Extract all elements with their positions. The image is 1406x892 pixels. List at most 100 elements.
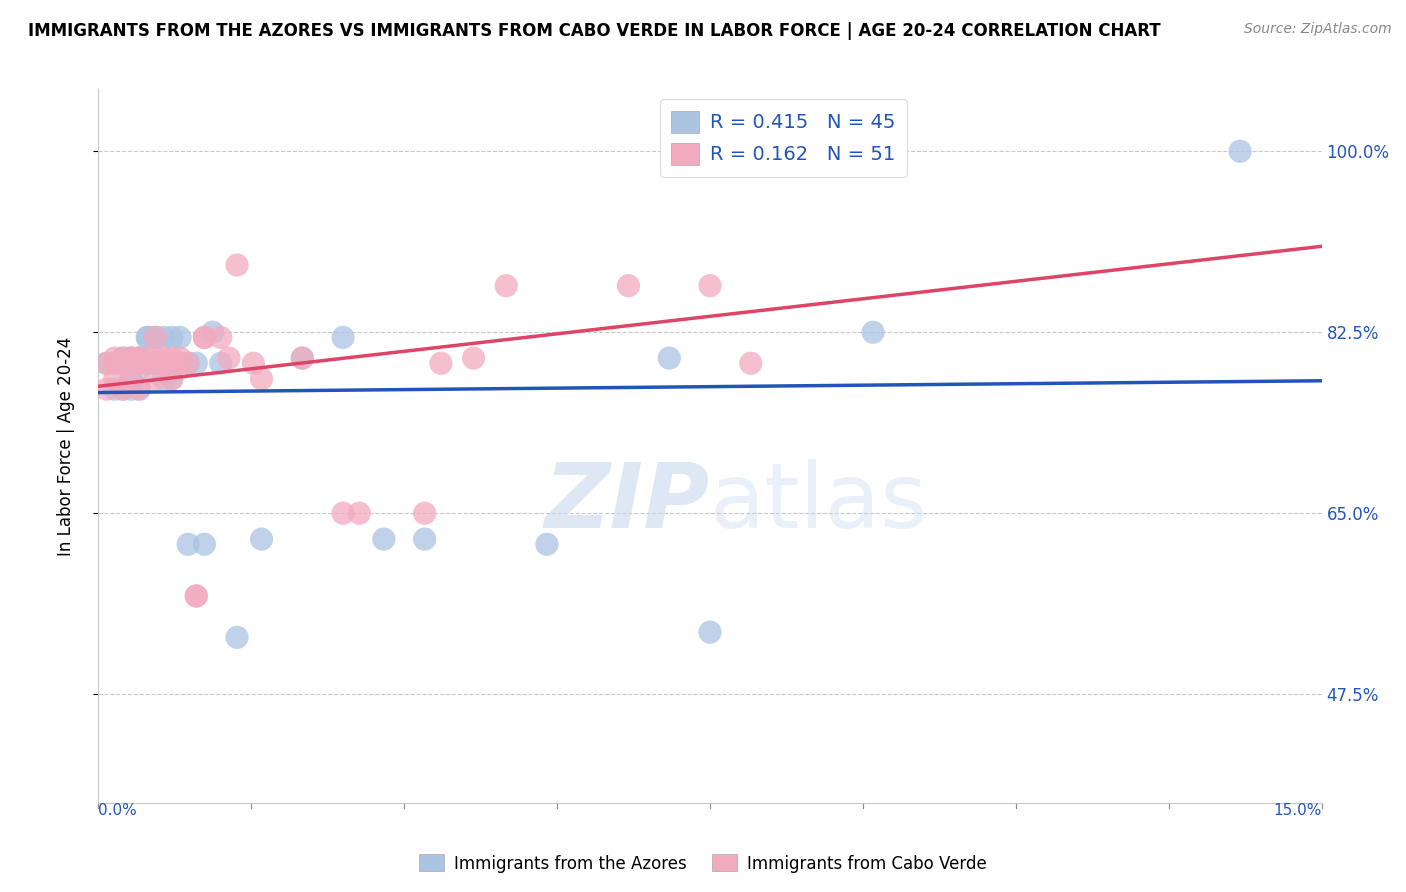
Point <box>128 382 150 396</box>
Point <box>128 356 150 370</box>
Point <box>128 382 150 396</box>
Point <box>104 382 127 396</box>
Point <box>111 382 134 396</box>
Point <box>658 351 681 365</box>
Point <box>226 630 249 644</box>
Point <box>201 325 224 339</box>
Point <box>120 372 142 386</box>
Point <box>128 351 150 365</box>
Point <box>145 356 167 370</box>
Point <box>128 351 150 365</box>
Point <box>111 356 134 370</box>
Point <box>160 372 183 386</box>
Point <box>780 145 803 159</box>
Point <box>128 351 150 365</box>
Legend: R = 0.415   N = 45, R = 0.162   N = 51: R = 0.415 N = 45, R = 0.162 N = 51 <box>659 99 907 177</box>
Point <box>536 537 558 551</box>
Point <box>349 506 371 520</box>
Point <box>373 532 395 546</box>
Point <box>152 330 174 344</box>
Point <box>177 356 200 370</box>
Point <box>1229 145 1251 159</box>
Point <box>332 330 354 344</box>
Point <box>169 351 191 365</box>
Point <box>136 330 159 344</box>
Point <box>463 351 485 365</box>
Point <box>242 356 264 370</box>
Point <box>160 356 183 370</box>
Point <box>111 382 134 396</box>
Point <box>111 351 134 365</box>
Point <box>209 330 232 344</box>
Point <box>152 372 174 386</box>
Point <box>111 351 134 365</box>
Point <box>145 351 167 365</box>
Point <box>111 356 134 370</box>
Point <box>145 330 167 344</box>
Point <box>413 532 436 546</box>
Point <box>120 356 142 370</box>
Point <box>160 372 183 386</box>
Legend: Immigrants from the Azores, Immigrants from Cabo Verde: Immigrants from the Azores, Immigrants f… <box>412 847 994 880</box>
Point <box>193 330 215 344</box>
Point <box>152 356 174 370</box>
Point <box>699 278 721 293</box>
Point <box>413 506 436 520</box>
Point <box>120 382 142 396</box>
Point <box>291 351 314 365</box>
Point <box>186 589 208 603</box>
Point <box>120 356 142 370</box>
Point <box>177 537 200 551</box>
Point <box>145 356 167 370</box>
Point <box>430 356 453 370</box>
Point <box>250 372 273 386</box>
Point <box>740 356 762 370</box>
Point <box>250 532 273 546</box>
Point <box>120 351 142 365</box>
Point <box>169 330 191 344</box>
Text: IMMIGRANTS FROM THE AZORES VS IMMIGRANTS FROM CABO VERDE IN LABOR FORCE | AGE 20: IMMIGRANTS FROM THE AZORES VS IMMIGRANTS… <box>28 22 1161 40</box>
Text: 0.0%: 0.0% <box>98 803 138 818</box>
Point <box>145 330 167 344</box>
Text: Source: ZipAtlas.com: Source: ZipAtlas.com <box>1244 22 1392 37</box>
Point <box>291 351 314 365</box>
Point <box>96 356 118 370</box>
Point <box>96 356 118 370</box>
Point <box>120 372 142 386</box>
Point <box>193 330 215 344</box>
Point <box>128 356 150 370</box>
Point <box>495 278 517 293</box>
Point <box>186 589 208 603</box>
Point <box>136 356 159 370</box>
Point <box>145 356 167 370</box>
Point <box>862 325 884 339</box>
Point <box>120 351 142 365</box>
Point <box>104 351 127 365</box>
Point <box>209 356 232 370</box>
Point <box>218 351 240 365</box>
Point <box>226 258 249 272</box>
Point <box>104 372 127 386</box>
Point <box>120 351 142 365</box>
Point <box>169 356 191 370</box>
Point <box>332 506 354 520</box>
Point <box>96 382 118 396</box>
Point <box>136 351 159 365</box>
Point <box>186 356 208 370</box>
Point <box>145 330 167 344</box>
Text: 15.0%: 15.0% <box>1274 803 1322 818</box>
Text: ZIP: ZIP <box>544 459 710 547</box>
Point <box>193 537 215 551</box>
Point <box>128 351 150 365</box>
Point <box>128 356 150 370</box>
Point <box>617 278 640 293</box>
Point <box>136 356 159 370</box>
Point <box>145 372 167 386</box>
Text: atlas: atlas <box>710 459 928 547</box>
Point <box>177 356 200 370</box>
Point <box>152 356 174 370</box>
Point <box>136 330 159 344</box>
Point <box>128 361 150 376</box>
Point <box>699 625 721 640</box>
Point <box>152 356 174 370</box>
